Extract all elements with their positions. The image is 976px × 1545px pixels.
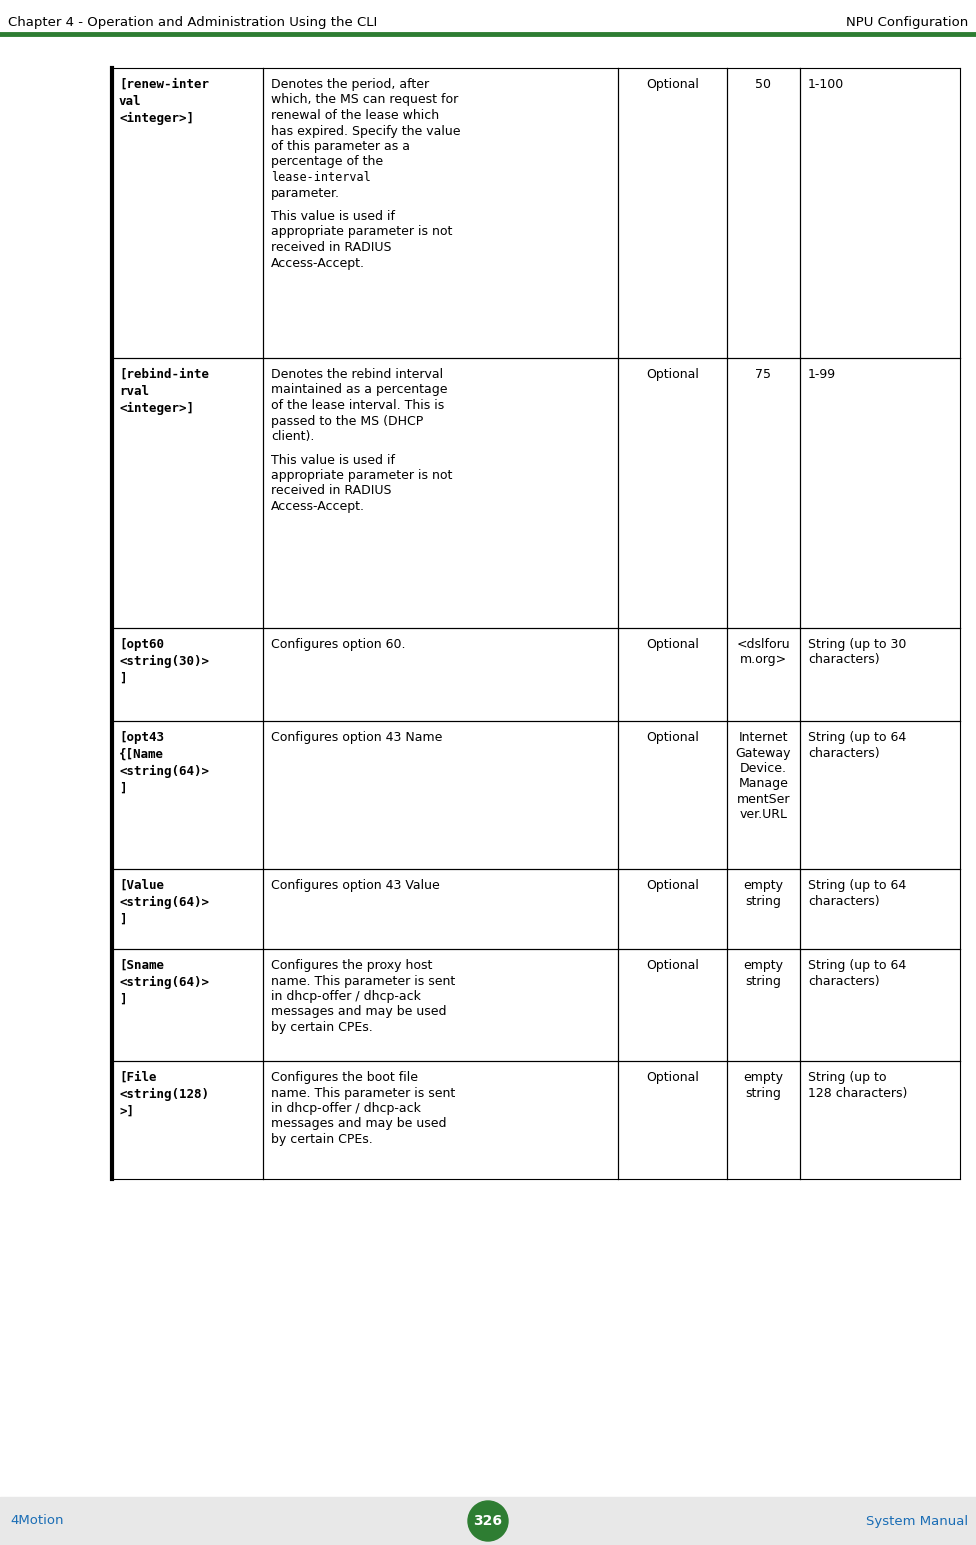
Text: ]: ]	[119, 993, 127, 1006]
Text: which, the MS can request for: which, the MS can request for	[271, 94, 459, 107]
Text: <string(64)>: <string(64)>	[119, 976, 209, 989]
Text: ]: ]	[119, 913, 127, 925]
Bar	[0, 1497, 976, 1545]
Text: parameter.: parameter.	[271, 187, 340, 199]
Text: Denotes the rebind interval: Denotes the rebind interval	[271, 368, 443, 382]
Text: NPU Configuration: NPU Configuration	[846, 15, 968, 29]
Text: has expired. Specify the value: has expired. Specify the value	[271, 125, 461, 138]
Text: received in RADIUS: received in RADIUS	[271, 485, 391, 497]
Text: appropriate parameter is not: appropriate parameter is not	[271, 470, 452, 482]
Text: Internet: Internet	[739, 731, 789, 745]
Text: String (up to 64: String (up to 64	[808, 959, 907, 972]
Text: Chapter 4 - Operation and Administration Using the CLI: Chapter 4 - Operation and Administration…	[8, 15, 378, 29]
Text: Configures the proxy host: Configures the proxy host	[271, 959, 432, 972]
Text: <string(30)>: <string(30)>	[119, 655, 209, 667]
Text: string: string	[746, 975, 782, 987]
Text: of the lease interval. This is: of the lease interval. This is	[271, 399, 444, 413]
Text: name. This parameter is sent: name. This parameter is sent	[271, 975, 455, 987]
Text: Configures option 43 Name: Configures option 43 Name	[271, 731, 442, 745]
Text: 75: 75	[755, 368, 771, 382]
Text: [opt43: [opt43	[119, 731, 164, 745]
Text: String (up to 64: String (up to 64	[808, 731, 907, 745]
Text: Optional: Optional	[646, 368, 699, 382]
Text: 50: 50	[755, 77, 771, 91]
Text: empty: empty	[744, 879, 784, 891]
Text: client).: client).	[271, 430, 314, 443]
Text: ver.URL: ver.URL	[740, 808, 788, 822]
Text: 128 characters): 128 characters)	[808, 1086, 908, 1100]
Text: name. This parameter is sent: name. This parameter is sent	[271, 1086, 455, 1100]
Text: percentage of the: percentage of the	[271, 156, 384, 168]
Text: <string(128): <string(128)	[119, 1088, 209, 1102]
Text: received in RADIUS: received in RADIUS	[271, 241, 391, 253]
Text: String (up to 64: String (up to 64	[808, 879, 907, 891]
Text: [Value: [Value	[119, 879, 164, 891]
Text: Denotes the period, after: Denotes the period, after	[271, 77, 429, 91]
Text: appropriate parameter is not: appropriate parameter is not	[271, 226, 452, 238]
Text: System Manual: System Manual	[866, 1514, 968, 1528]
Text: renewal of the lease which: renewal of the lease which	[271, 110, 439, 122]
Text: rval: rval	[119, 385, 149, 399]
Text: Optional: Optional	[646, 1071, 699, 1085]
Text: characters): characters)	[808, 746, 879, 760]
Text: Device.: Device.	[740, 762, 787, 776]
Text: ]: ]	[119, 782, 127, 796]
Text: in dhcp-offer / dhcp-ack: in dhcp-offer / dhcp-ack	[271, 990, 421, 1003]
Text: 4Motion: 4Motion	[10, 1514, 63, 1528]
Text: mentSer: mentSer	[737, 793, 791, 806]
Text: passed to the MS (DHCP: passed to the MS (DHCP	[271, 414, 424, 428]
Text: Optional: Optional	[646, 77, 699, 91]
Text: [renew-inter: [renew-inter	[119, 77, 209, 91]
Text: Access-Accept.: Access-Accept.	[271, 501, 365, 513]
Text: val: val	[119, 94, 142, 108]
Text: <dslforu: <dslforu	[737, 638, 791, 650]
Text: string: string	[746, 895, 782, 907]
Text: messages and may be used: messages and may be used	[271, 1117, 446, 1131]
Text: Configures the boot file: Configures the boot file	[271, 1071, 418, 1085]
Text: empty: empty	[744, 959, 784, 972]
Text: m.org>: m.org>	[740, 654, 787, 666]
Text: characters): characters)	[808, 654, 879, 666]
Text: Optional: Optional	[646, 638, 699, 650]
Text: characters): characters)	[808, 895, 879, 907]
Text: String (up to 30: String (up to 30	[808, 638, 907, 650]
Text: 1-99: 1-99	[808, 368, 836, 382]
Text: [opt60: [opt60	[119, 638, 164, 650]
Text: Access-Accept.: Access-Accept.	[271, 256, 365, 269]
Text: [File: [File	[119, 1071, 156, 1085]
Text: by certain CPEs.: by certain CPEs.	[271, 1132, 373, 1146]
Text: by certain CPEs.: by certain CPEs.	[271, 1021, 373, 1034]
Text: [Sname: [Sname	[119, 959, 164, 972]
Text: empty: empty	[744, 1071, 784, 1085]
Text: [rebind-inte: [rebind-inte	[119, 368, 209, 382]
Text: string: string	[746, 1086, 782, 1100]
Text: This value is used if: This value is used if	[271, 210, 395, 222]
Text: Manage: Manage	[739, 777, 789, 791]
Text: <integer>]: <integer>]	[119, 402, 194, 416]
Text: Optional: Optional	[646, 731, 699, 745]
Text: Optional: Optional	[646, 879, 699, 891]
Text: lease-interval: lease-interval	[271, 171, 371, 184]
Text: characters): characters)	[808, 975, 879, 987]
Text: >]: >]	[119, 1105, 134, 1119]
Text: messages and may be used: messages and may be used	[271, 1006, 446, 1018]
Text: <string(64)>: <string(64)>	[119, 896, 209, 908]
Text: Configures option 43 Value: Configures option 43 Value	[271, 879, 440, 891]
Text: ]: ]	[119, 672, 127, 684]
Text: <string(64)>: <string(64)>	[119, 765, 209, 779]
Text: 326: 326	[473, 1514, 503, 1528]
Text: in dhcp-offer / dhcp-ack: in dhcp-offer / dhcp-ack	[271, 1102, 421, 1115]
Text: String (up to: String (up to	[808, 1071, 886, 1085]
Text: maintained as a percentage: maintained as a percentage	[271, 383, 448, 397]
Text: Configures option 60.: Configures option 60.	[271, 638, 405, 650]
Text: <integer>]: <integer>]	[119, 111, 194, 125]
Text: 1-100: 1-100	[808, 77, 844, 91]
Text: of this parameter as a: of this parameter as a	[271, 141, 410, 153]
Circle shape	[468, 1502, 508, 1540]
Text: This value is used if: This value is used if	[271, 454, 395, 467]
Text: Optional: Optional	[646, 959, 699, 972]
Text: Gateway: Gateway	[736, 746, 792, 760]
Text: {[Name: {[Name	[119, 748, 164, 762]
